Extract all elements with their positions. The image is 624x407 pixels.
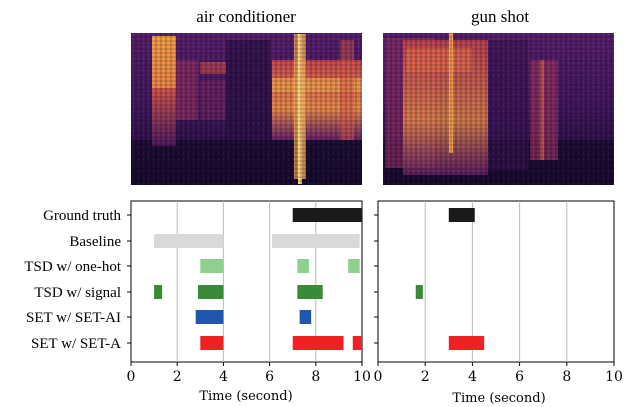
plot-frame (130, 200, 363, 363)
x-tick-label: 2 (421, 369, 430, 385)
row-label: Ground truth (43, 208, 121, 224)
x-tick-label: 0 (127, 369, 136, 385)
x-tick-label: 6 (265, 369, 274, 385)
spectrogram-left (131, 33, 362, 185)
segment-set-w-set-ai (299, 310, 312, 324)
row-labels: Ground truth Baseline TSD w/ one-hot TSD… (24, 208, 121, 352)
segment-set-w-set-ai (195, 310, 224, 324)
row-label: SET w/ SET-A (31, 336, 121, 352)
segment-set-w-set-a (200, 336, 224, 350)
x-tick-label: 2 (173, 369, 182, 385)
segment-ground-truth (292, 208, 362, 222)
row-label: TSD w/ signal (34, 285, 121, 301)
plot-frame (377, 200, 615, 363)
row-label: TSD w/ one-hot (24, 259, 121, 275)
x-axis-label-right: Time (second) (452, 391, 545, 406)
x-tick-label: 0 (374, 369, 383, 385)
segment-tsd-w-signal (297, 285, 323, 299)
segment-set-w-set-a (292, 336, 344, 350)
x-tick-label: 10 (605, 369, 623, 385)
x-tick-label: 8 (311, 369, 320, 385)
timeline-panel-right: 0 2 4 6 8 10 (374, 200, 623, 385)
x-tick-label: 4 (468, 369, 477, 385)
segment-tsd-w-one-hot (297, 259, 309, 273)
x-tick-label: 4 (219, 369, 228, 385)
row-label: Baseline (69, 234, 121, 250)
segment-baseline (271, 234, 360, 248)
x-tick-label: 10 (353, 369, 371, 385)
timeline-panel-left: 0 2 4 6 8 10 (127, 200, 371, 385)
segment-ground-truth (448, 208, 475, 222)
segment-tsd-w-one-hot (348, 259, 360, 273)
segment-tsd-w-signal (415, 285, 423, 299)
segment-set-w-set-a (352, 336, 362, 350)
row-label: SET w/ SET-AI (26, 310, 121, 326)
panel-title-right: gun shot (471, 7, 529, 26)
x-axis-label-left: Time (second) (199, 389, 292, 404)
segment-baseline (154, 234, 224, 248)
panel-title-left: air conditioner (196, 7, 296, 26)
x-tick-label: 8 (562, 369, 571, 385)
x-tick-label: 6 (515, 369, 524, 385)
spectrogram-right (383, 33, 614, 185)
segment-set-w-set-a (448, 336, 485, 350)
segment-tsd-w-signal (197, 285, 224, 299)
segment-tsd-w-one-hot (200, 259, 224, 273)
segment-tsd-w-signal (154, 285, 163, 299)
